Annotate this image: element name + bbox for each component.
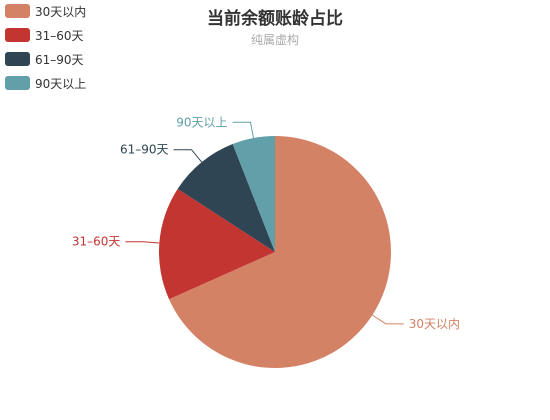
chart-subtitle: 纯属虚构 bbox=[250, 33, 299, 47]
legend-swatch bbox=[5, 76, 30, 90]
label-31-60: 31–60天 bbox=[72, 235, 121, 249]
label-over-90: 90天以上 bbox=[176, 115, 227, 129]
leader-line bbox=[232, 121, 254, 139]
slice-over-90[interactable] bbox=[232, 136, 275, 252]
legend-swatch bbox=[5, 52, 30, 66]
slice-31-60[interactable] bbox=[159, 188, 275, 300]
label-30-days: 30天以内 bbox=[409, 317, 460, 331]
leader-line bbox=[372, 314, 404, 325]
legend-swatch bbox=[5, 4, 30, 18]
leader-line bbox=[173, 149, 203, 163]
legend-item-61-90[interactable]: 61–90天 bbox=[5, 51, 86, 67]
slice-61-90[interactable] bbox=[177, 143, 275, 252]
legend-swatch bbox=[5, 28, 30, 42]
legend-label: 30天以内 bbox=[35, 4, 87, 19]
leader-line bbox=[125, 241, 160, 244]
legend-label: 90天以上 bbox=[35, 76, 87, 91]
label-61-90: 61–90天 bbox=[120, 143, 169, 157]
chart-legend: 30天以内 31–60天 61–90天 90天以上 bbox=[5, 3, 86, 99]
legend-item-over-90[interactable]: 90天以上 bbox=[5, 75, 86, 91]
legend-label: 61–90天 bbox=[35, 52, 84, 67]
chart-title: 当前余额账龄占比 bbox=[207, 9, 343, 29]
legend-item-0-30[interactable]: 30天以内 bbox=[5, 3, 86, 19]
legend-item-31-60[interactable]: 31–60天 bbox=[5, 27, 86, 43]
slice-30-days[interactable] bbox=[169, 136, 391, 369]
legend-label: 31–60天 bbox=[35, 28, 84, 43]
